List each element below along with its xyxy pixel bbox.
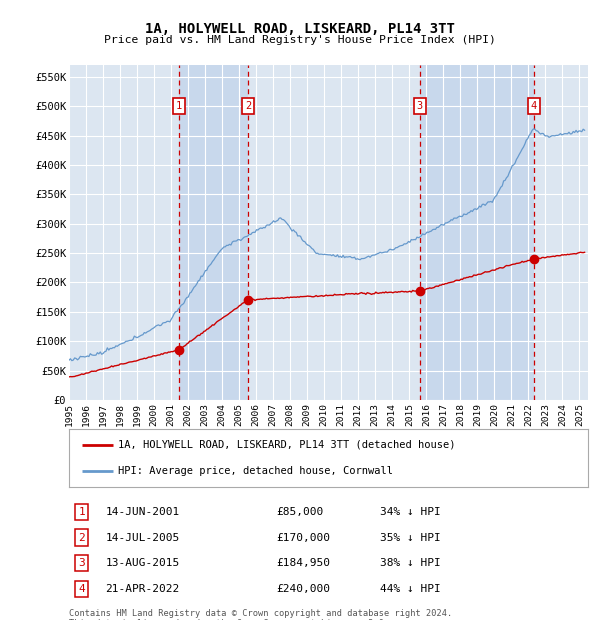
Text: 4: 4 <box>79 584 85 594</box>
Text: 2: 2 <box>79 533 85 542</box>
Bar <box>420 65 533 400</box>
Text: £184,950: £184,950 <box>277 558 331 568</box>
Text: £240,000: £240,000 <box>277 584 331 594</box>
Text: 1A, HOLYWELL ROAD, LISKEARD, PL14 3TT (detached house): 1A, HOLYWELL ROAD, LISKEARD, PL14 3TT (d… <box>118 440 456 450</box>
Text: 3: 3 <box>417 101 423 111</box>
Text: 35% ↓ HPI: 35% ↓ HPI <box>380 533 441 542</box>
Text: £85,000: £85,000 <box>277 507 324 517</box>
Text: 4: 4 <box>530 101 536 111</box>
Text: 21-APR-2022: 21-APR-2022 <box>106 584 179 594</box>
Text: 1A, HOLYWELL ROAD, LISKEARD, PL14 3TT: 1A, HOLYWELL ROAD, LISKEARD, PL14 3TT <box>145 22 455 36</box>
Text: HPI: Average price, detached house, Cornwall: HPI: Average price, detached house, Corn… <box>118 466 394 476</box>
Text: 3: 3 <box>79 558 85 568</box>
Text: 44% ↓ HPI: 44% ↓ HPI <box>380 584 441 594</box>
Text: 14-JUL-2005: 14-JUL-2005 <box>106 533 179 542</box>
Text: Contains HM Land Registry data © Crown copyright and database right 2024.
This d: Contains HM Land Registry data © Crown c… <box>69 609 452 620</box>
Text: 1: 1 <box>79 507 85 517</box>
Text: £170,000: £170,000 <box>277 533 331 542</box>
Text: Price paid vs. HM Land Registry's House Price Index (HPI): Price paid vs. HM Land Registry's House … <box>104 35 496 45</box>
Text: 34% ↓ HPI: 34% ↓ HPI <box>380 507 441 517</box>
Text: 14-JUN-2001: 14-JUN-2001 <box>106 507 179 517</box>
Text: 2: 2 <box>245 101 251 111</box>
Text: 13-AUG-2015: 13-AUG-2015 <box>106 558 179 568</box>
Text: 1: 1 <box>176 101 182 111</box>
Bar <box>179 65 248 400</box>
Text: 38% ↓ HPI: 38% ↓ HPI <box>380 558 441 568</box>
